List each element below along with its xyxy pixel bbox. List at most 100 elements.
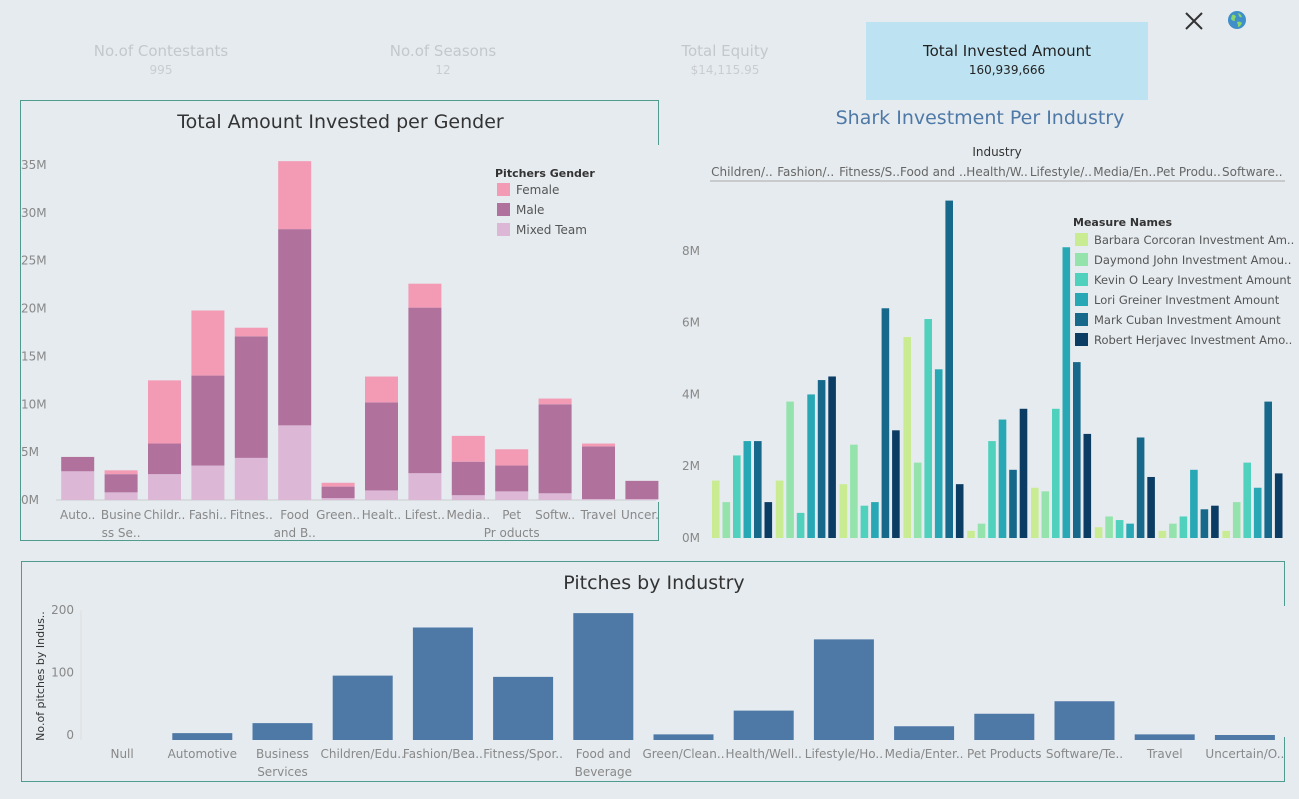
bar-segment: [538, 493, 572, 500]
x-tick-label: Automotive: [168, 747, 237, 761]
bar: [412, 627, 473, 740]
bar-segment: [582, 499, 615, 500]
legend-label: Robert Herjavec Investment Amo..: [1094, 333, 1292, 347]
bar-segment: [408, 473, 442, 500]
x-tick-label: Auto..: [60, 508, 95, 522]
gender-panel: Total Amount Invested per Gender: [20, 100, 659, 541]
bar-segment: [625, 480, 659, 500]
bar-segment: [234, 327, 268, 337]
kpi-value: 12: [435, 63, 451, 77]
bar-segment: [365, 376, 398, 403]
bar-segment: [451, 495, 485, 500]
bar: [754, 441, 762, 538]
bar: [1041, 491, 1050, 538]
bar: [807, 394, 815, 538]
bar: [839, 484, 848, 538]
legend-label: Kevin O Leary Investment Amount: [1094, 273, 1292, 287]
legend-swatch: [1075, 273, 1088, 286]
bar: [945, 200, 953, 538]
x-tick-label: Green..: [316, 508, 360, 522]
y-tick-label: 25M: [21, 254, 47, 268]
bar: [712, 480, 720, 538]
bar: [1253, 487, 1262, 538]
bar-segment: [234, 457, 268, 500]
close-icon[interactable]: [1183, 10, 1205, 32]
legend-swatch: [497, 183, 510, 196]
kpi-value: 160,939,666: [968, 63, 1046, 77]
kpi-label: Total Invested Amount: [923, 42, 1091, 60]
bar-segment: [451, 435, 485, 462]
bar-segment: [582, 446, 615, 500]
bar: [722, 502, 731, 538]
y-tick-label: 6M: [682, 316, 700, 330]
bar: [924, 319, 932, 538]
bar: [1115, 520, 1124, 538]
bar-segment: [538, 404, 572, 494]
y-tick-label: 200: [51, 603, 74, 617]
legend-swatch: [1075, 313, 1088, 326]
kpi-label: Total Equity: [681, 42, 769, 60]
bar-segment: [408, 283, 442, 308]
bar: [967, 530, 975, 538]
bar: [955, 484, 964, 538]
kpi-equity[interactable]: Total Equity $14,115.95: [584, 22, 866, 100]
globe-icon[interactable]: [1226, 9, 1248, 31]
bar: [871, 502, 879, 538]
pitches-panel: Pitches by Industry: [21, 561, 1285, 782]
column-label: Lifestyle/..: [1030, 165, 1092, 179]
gender-chart: 35M 30M 25M 20M 15M 10M 5M 0M Auto.. Busine ss Se.…: [21, 158, 660, 540]
bar: [850, 444, 858, 538]
bar-segment: [61, 456, 95, 472]
bar-segment: [408, 307, 442, 474]
y-tick-label: 30M: [21, 206, 47, 220]
kpi-seasons[interactable]: No.of Seasons 12: [302, 22, 584, 100]
y-axis-label: No.of pitches by Indus..: [34, 611, 47, 741]
bar: [786, 401, 794, 538]
x-tick-label: Media/Enter..: [885, 747, 964, 761]
bar: [1062, 247, 1071, 538]
bar: [1147, 476, 1155, 538]
x-tick-label: Busine: [101, 508, 141, 522]
legend-label: Male: [516, 203, 544, 217]
x-tick-label: Children/Edu..: [320, 747, 404, 761]
x-tick-label: Childr..: [144, 508, 186, 522]
bar-segment: [625, 499, 659, 500]
x-tick-label: Pr oducts: [484, 526, 540, 540]
bar-segment: [104, 474, 138, 493]
bar: [817, 380, 826, 538]
bar: [1179, 516, 1188, 538]
bar: [1031, 487, 1039, 538]
bar: [775, 480, 784, 538]
x-tick-label: Fashi..: [189, 508, 227, 522]
shark-chart-title: Shark Investment Per Industry: [835, 107, 1125, 129]
legend-title: Measure Names: [1073, 216, 1172, 229]
x-tick-label: Uncer..: [621, 508, 660, 522]
x-tick-label: Uncertain/O..: [1205, 747, 1284, 761]
column-label: Pet Produ..: [1156, 165, 1221, 179]
x-tick-label: Health/Well..: [726, 747, 802, 761]
kpi-label: No.of Contestants: [93, 42, 229, 60]
x-tick-label: Green/Clean..: [642, 747, 724, 761]
column-label: Software..: [1222, 165, 1283, 179]
bar: [1105, 516, 1113, 538]
bar: [252, 723, 313, 740]
bar-segment: [321, 482, 355, 487]
bar-segment: [191, 375, 225, 466]
x-tick-label: Media..: [446, 508, 490, 522]
y-tick-label: 2M: [682, 459, 700, 473]
bar: [1232, 502, 1241, 538]
kpi-invested-amount[interactable]: Total Invested Amount 160,939,666: [866, 22, 1148, 100]
x-tick-label: ss Se..: [102, 526, 141, 540]
y-tick-label: 4M: [682, 387, 700, 401]
legend-swatch: [1075, 253, 1088, 266]
y-tick-label: 0M: [21, 493, 39, 507]
bar: [493, 676, 554, 740]
bar: [1073, 362, 1081, 538]
legend-label: Daymond John Investment Amou..: [1094, 253, 1291, 267]
bar-segment: [451, 461, 485, 496]
x-tick-label: Travel: [1146, 747, 1183, 761]
bar-segment: [234, 336, 268, 458]
legend-swatch: [497, 223, 510, 236]
kpi-contestants[interactable]: No.of Contestants 995: [20, 22, 302, 100]
bar: [1243, 462, 1251, 538]
